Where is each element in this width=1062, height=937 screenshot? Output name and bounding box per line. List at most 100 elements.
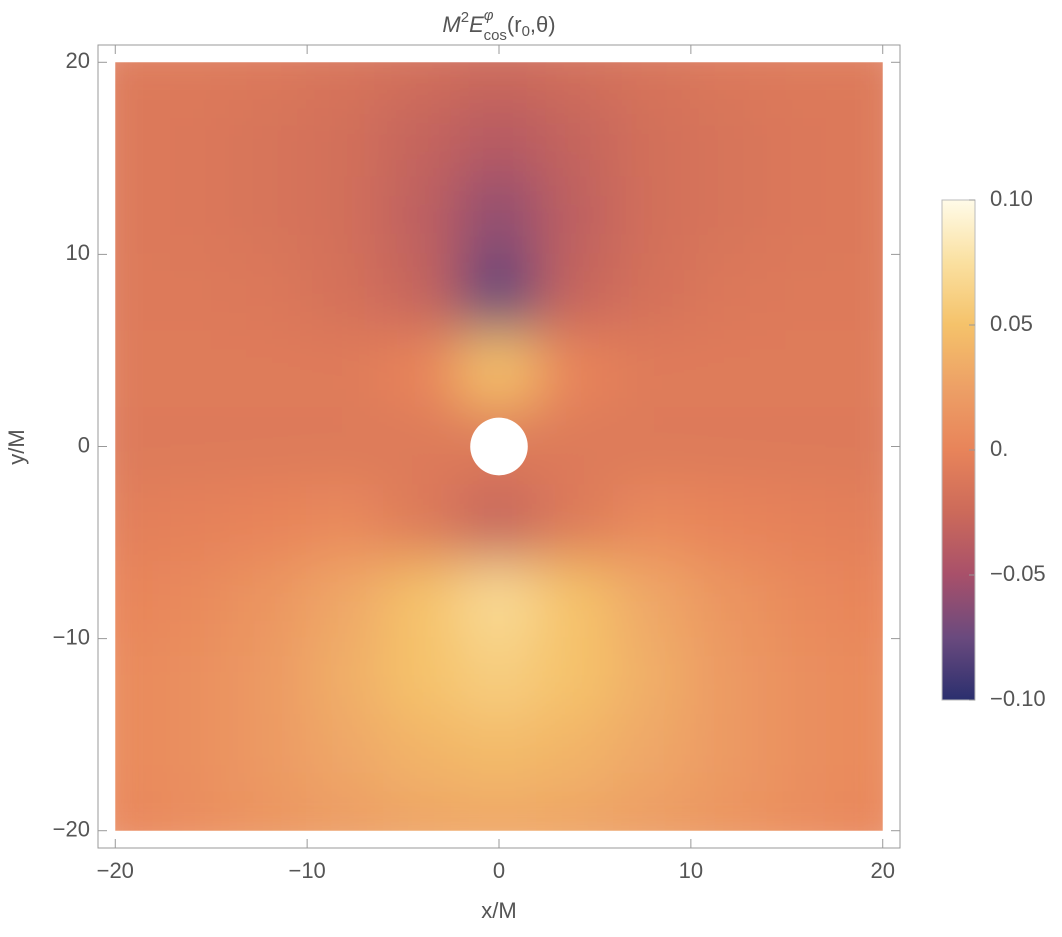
- heat-cell: [613, 637, 692, 717]
- heat-cell: [766, 99, 846, 179]
- heat-cell: [689, 330, 769, 410]
- heat-cell: [843, 791, 883, 831]
- heat-cell: [306, 176, 385, 256]
- heat-cell: [382, 62, 462, 102]
- heat-cell: [306, 560, 385, 640]
- y-tick-label: 0: [78, 432, 90, 457]
- heat-cell: [229, 407, 309, 486]
- heat-cell: [689, 637, 769, 717]
- heat-cell: [382, 253, 462, 333]
- heat-cell: [152, 62, 232, 102]
- heat-cell: [843, 99, 883, 179]
- heat-cell: [229, 176, 309, 256]
- heat-cell: [115, 62, 155, 102]
- heat-cell: [689, 560, 769, 640]
- heat-cell: [152, 99, 232, 179]
- heat-cell: [689, 483, 769, 563]
- heat-cell: [152, 407, 232, 486]
- heat-cell: [306, 637, 385, 717]
- heat-cell: [306, 330, 385, 410]
- colorbar-tick-label: −0.10: [990, 686, 1046, 711]
- heat-cell: [459, 62, 539, 102]
- heat-cell: [229, 791, 309, 831]
- heat-cell: [229, 714, 309, 794]
- heat-cell: [843, 637, 883, 717]
- heat-cell: [766, 176, 846, 256]
- heat-cell: [613, 176, 692, 256]
- heat-cell: [306, 253, 385, 333]
- heat-cell: [766, 714, 846, 794]
- title-part: (r: [507, 12, 522, 37]
- colorbar-tick-label: 0.05: [990, 311, 1033, 336]
- heat-cell: [766, 407, 846, 486]
- heat-cell: [613, 714, 692, 794]
- heat-cell: [613, 791, 692, 831]
- heat-cell: [459, 176, 539, 256]
- heat-cell: [115, 99, 155, 179]
- title-part: M: [442, 12, 461, 37]
- title-part: 2: [461, 9, 469, 26]
- heat-cell: [306, 407, 385, 486]
- heat-cell: [152, 791, 232, 831]
- x-axis-label: x/M: [481, 898, 516, 923]
- heat-cell: [382, 791, 462, 831]
- heat-cell: [382, 637, 462, 717]
- heat-cell: [689, 791, 769, 831]
- heat-cell: [229, 330, 309, 410]
- heat-cell: [536, 62, 616, 102]
- colorbar-tick-label: −0.05: [990, 561, 1046, 586]
- heat-cell: [843, 62, 883, 102]
- heat-cell: [229, 99, 309, 179]
- heat-cell: [382, 407, 462, 486]
- heat-cell: [766, 560, 846, 640]
- colorbar-tick-label: 0.10: [990, 186, 1033, 211]
- heat-cell: [843, 253, 883, 333]
- heat-cell: [152, 176, 232, 256]
- heat-cell: [766, 637, 846, 717]
- heat-cell: [382, 560, 462, 640]
- heat-cell: [459, 99, 539, 179]
- heat-cell: [382, 99, 462, 179]
- heat-cell: [306, 714, 385, 794]
- y-tick-label: −10: [53, 624, 90, 649]
- x-tick-label: 0: [493, 858, 505, 883]
- heat-cell: [306, 791, 385, 831]
- y-tick-label: −20: [53, 817, 90, 842]
- heat-cell: [689, 253, 769, 333]
- heat-cell: [843, 560, 883, 640]
- y-axis-label: y/M: [4, 429, 29, 464]
- heat-cell: [152, 483, 232, 563]
- heat-cell: [115, 253, 155, 333]
- heat-cell: [613, 560, 692, 640]
- heat-cell: [843, 176, 883, 256]
- x-tick-label: −20: [97, 858, 134, 883]
- heat-cell: [115, 176, 155, 256]
- heat-cell: [843, 407, 883, 486]
- heat-cell: [766, 791, 846, 831]
- heat-cell: [689, 407, 769, 486]
- heat-cell: [382, 176, 462, 256]
- heat-cell: [536, 637, 616, 717]
- heat-cell: [152, 714, 232, 794]
- heat-cell: [536, 791, 616, 831]
- heat-cell: [306, 62, 385, 102]
- title-part: ,θ): [530, 12, 556, 37]
- heat-cell: [536, 253, 616, 333]
- heat-cell: [459, 483, 539, 563]
- heat-cell: [459, 637, 539, 717]
- heat-cell: [229, 253, 309, 333]
- title-part: φ: [484, 7, 494, 24]
- heat-cell: [152, 253, 232, 333]
- heat-cell: [613, 407, 692, 486]
- heat-cell: [382, 483, 462, 563]
- overlay: −20 −10 0 10 20 −20 −10 0 10 20 −0.10 −0.05 0. 0.05 0.…: [53, 44, 1046, 883]
- heat-cell: [613, 253, 692, 333]
- heat-cell: [613, 99, 692, 179]
- heat-cell: [115, 330, 155, 410]
- x-tick-label: 10: [679, 858, 703, 883]
- chart-title: M2Eφ cos(r0,θ): [442, 7, 555, 44]
- heat-cell: [152, 560, 232, 640]
- heat-cell: [536, 483, 616, 563]
- heat-cell: [613, 330, 692, 410]
